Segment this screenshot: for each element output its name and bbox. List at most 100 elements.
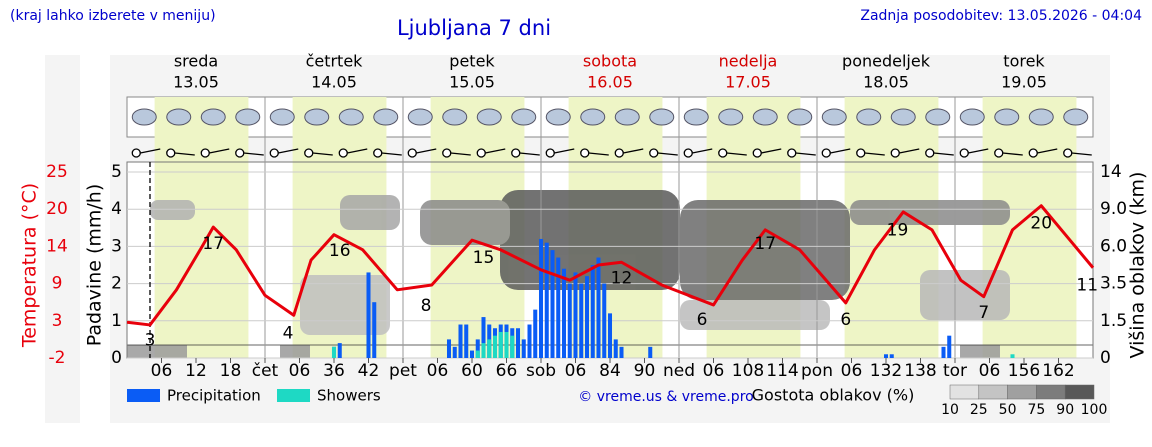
- weather-icon: [476, 108, 502, 126]
- weather-icon: [338, 108, 364, 126]
- wind-calm: [338, 148, 348, 158]
- weather-icon: [1063, 108, 1089, 126]
- wind-barb: [519, 152, 540, 156]
- temp-extreme-label: 17: [202, 234, 224, 254]
- wind-barb: [450, 152, 471, 156]
- cloud: [960, 345, 1000, 358]
- wind-barb: [588, 152, 609, 156]
- weather-icon: [580, 108, 606, 126]
- wind-barb: [312, 152, 333, 156]
- precip-bar: [487, 339, 492, 358]
- temp-tick-label: -2: [49, 348, 66, 368]
- precip-bar: [510, 335, 515, 358]
- cloud: [680, 200, 850, 300]
- wind-barb: [1002, 152, 1023, 156]
- weather-icon: [545, 108, 571, 126]
- cloud-legend-title: Gostota oblakov (%): [752, 386, 915, 405]
- y2-tick-label: 0: [1100, 348, 1111, 368]
- y-tick-label: 1: [111, 311, 122, 331]
- precip-bar: [584, 276, 590, 358]
- wind-calm: [649, 148, 659, 158]
- wind-barb: [830, 148, 851, 154]
- precip-bar: [947, 335, 952, 358]
- wind-barb: [416, 148, 437, 154]
- precip-bar: [561, 268, 567, 358]
- temp-extreme-label: 8: [421, 296, 432, 316]
- cloud: [280, 345, 310, 358]
- precip-bar: [458, 324, 463, 358]
- precip-bar: [619, 346, 624, 358]
- wind-barb: [692, 148, 713, 154]
- temp-extreme-label: 17: [754, 234, 776, 254]
- weather-icon: [511, 108, 537, 126]
- temp-extreme-label: 3: [145, 331, 156, 351]
- x-tick-label: 90: [634, 361, 656, 381]
- precip-bar: [556, 257, 561, 358]
- day-date: 13.05: [173, 73, 219, 92]
- weather-icon: [1028, 108, 1054, 126]
- wind-barb: [243, 152, 264, 156]
- y-tick-label: 0: [111, 348, 122, 368]
- wind-calm: [545, 148, 555, 158]
- colorbar-cell: [1036, 384, 1066, 400]
- x-tick-label: 132: [870, 361, 902, 381]
- wind-barb: [761, 148, 782, 154]
- temp-extreme-label: 12: [611, 269, 633, 289]
- x-tick-label: pon: [801, 361, 833, 381]
- wind-barb: [381, 152, 402, 156]
- wind-calm: [856, 148, 866, 158]
- y2-axis-label: Višina oblakov (km): [1127, 172, 1149, 359]
- weather-icon: [821, 108, 847, 126]
- temp-extreme-label: 6: [840, 310, 851, 330]
- wind-calm: [373, 148, 383, 158]
- wind-barb: [726, 152, 747, 156]
- day-name: ponedeljek: [842, 52, 931, 71]
- precip-bar: [492, 335, 498, 358]
- precip-bar: [481, 317, 486, 358]
- day-name: petek: [449, 52, 495, 71]
- day-name: nedelja: [719, 52, 778, 71]
- colorbar-tick-label: 100: [1081, 402, 1108, 418]
- precip-bar: [464, 324, 469, 358]
- wind-calm: [683, 148, 693, 158]
- precip-bar: [498, 331, 503, 358]
- precip-bar: [941, 346, 946, 358]
- wind-calm: [580, 148, 590, 158]
- x-tick-label: 06: [565, 361, 587, 381]
- updated: Zadnja posodobitev: 13.05.2026 - 04:04: [860, 8, 1142, 24]
- wind-calm: [925, 148, 935, 158]
- wind-calm: [476, 148, 486, 158]
- day-date: 18.05: [863, 73, 909, 92]
- x-tick-label: ned: [663, 361, 695, 381]
- wind-barb: [1071, 152, 1092, 156]
- wind-calm: [442, 148, 452, 158]
- colorbar-tick-label: 25: [970, 402, 988, 418]
- wind-barb: [1037, 148, 1058, 154]
- left-panel: [45, 55, 80, 423]
- temp-extreme-label: 7: [978, 303, 989, 323]
- colorbar-tick-label: 50: [999, 402, 1017, 418]
- precip-bar: [602, 283, 607, 358]
- wind-barb: [209, 148, 230, 154]
- day-name: torek: [1003, 52, 1045, 71]
- wind-barb: [899, 148, 920, 154]
- x-tick-label: 60: [461, 361, 483, 381]
- weather-icon: [752, 108, 778, 126]
- y-tick-label: 4: [111, 199, 122, 219]
- precip-bar: [504, 331, 509, 358]
- wind-calm: [269, 148, 279, 158]
- wind-barb: [347, 148, 368, 154]
- precip-bar: [613, 339, 618, 358]
- temp-extreme-label: 16: [329, 241, 351, 261]
- precip-bar: [521, 339, 526, 358]
- x-tick-label: 18: [220, 361, 242, 381]
- x-tick-label: 12: [185, 361, 207, 381]
- cloud: [340, 195, 400, 230]
- day-date: 14.05: [311, 73, 357, 92]
- weather-icon: [890, 108, 916, 126]
- cloud: [500, 190, 680, 290]
- wind-barb: [864, 152, 885, 156]
- x-tick-label: 156: [1008, 361, 1040, 381]
- x-tick-label: 06: [979, 361, 1001, 381]
